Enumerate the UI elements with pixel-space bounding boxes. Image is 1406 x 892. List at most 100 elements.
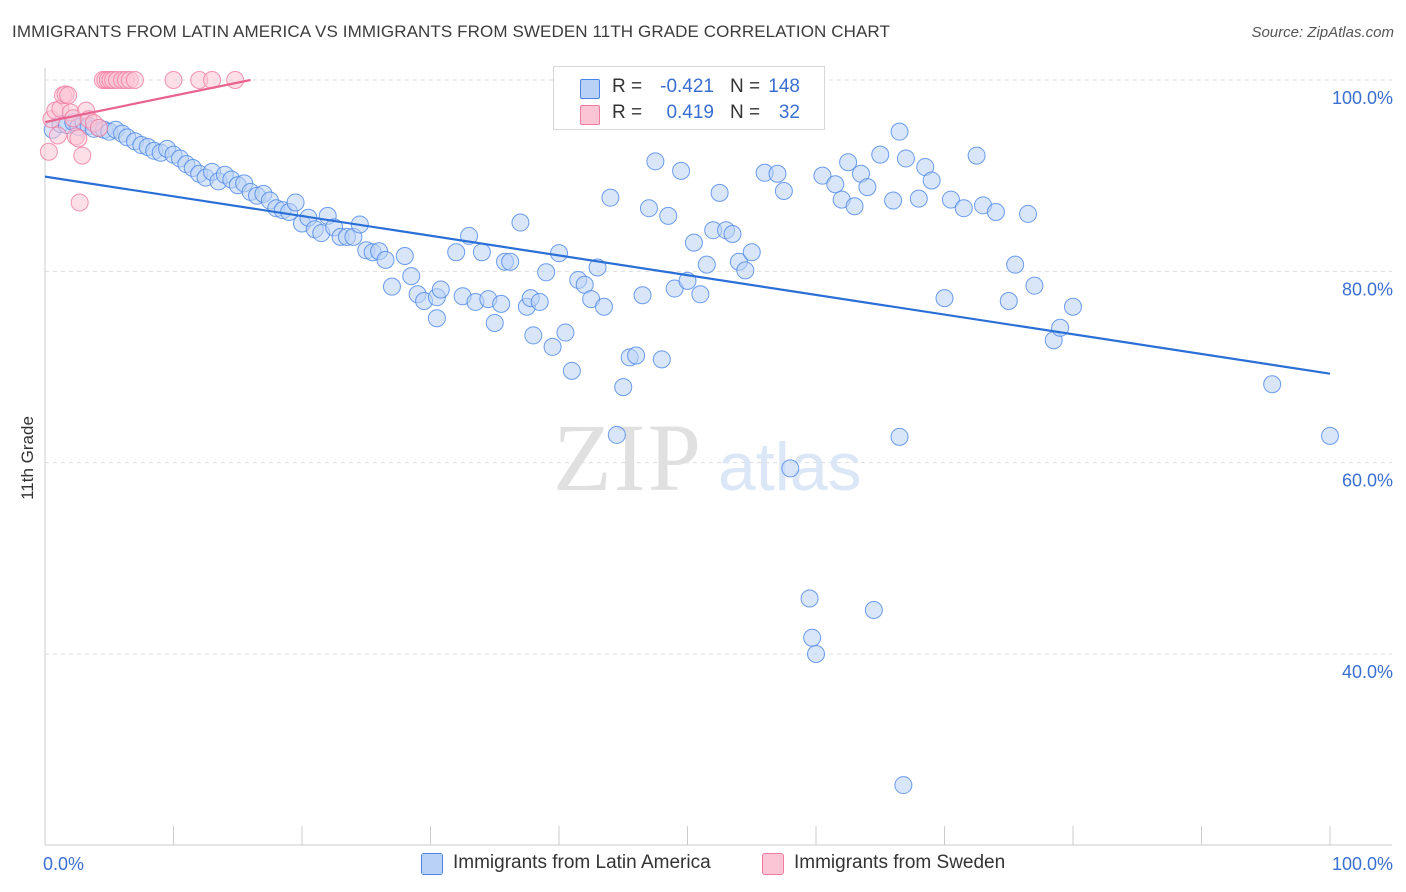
point-latin-america — [884, 191, 903, 210]
trend-line-sweden — [44, 78, 251, 124]
point-latin-america — [954, 199, 973, 218]
point-latin-america — [639, 199, 658, 218]
series-swatch-pink — [762, 853, 784, 875]
y-tick-label: 80.0% — [1342, 279, 1393, 299]
point-latin-america — [1263, 375, 1282, 394]
y-tick-label: 100.0% — [1332, 88, 1393, 108]
point-latin-america — [1006, 255, 1025, 274]
point-sweden — [226, 71, 245, 89]
point-latin-america — [813, 166, 832, 185]
point-latin-america — [999, 291, 1018, 310]
x-tick-label: 100.0% — [1332, 854, 1393, 874]
point-sweden — [70, 193, 89, 212]
point-sweden — [59, 86, 78, 105]
y-tick-label: 40.0% — [1342, 662, 1393, 682]
point-latin-america — [485, 313, 504, 332]
scatter-points — [39, 71, 1339, 795]
chart-title: IMMIGRANTS FROM LATIN AMERICA VS IMMIGRA… — [12, 22, 890, 41]
point-latin-america — [1019, 204, 1038, 223]
series-label: Immigrants from Latin America — [453, 852, 711, 873]
point-latin-america — [1321, 426, 1339, 445]
series-label: Immigrants from Sweden — [794, 852, 1006, 873]
point-latin-america — [768, 164, 787, 183]
watermark-zip: ZIP — [553, 404, 703, 511]
point-sweden — [39, 142, 58, 161]
point-latin-america — [890, 427, 909, 446]
point-latin-america — [710, 183, 729, 202]
gridlines — [45, 79, 1392, 655]
point-latin-america — [501, 252, 520, 271]
point-latin-america — [594, 297, 613, 316]
legend-n-value: 32 — [778, 102, 800, 123]
point-latin-america — [922, 171, 941, 190]
point-latin-america — [871, 145, 890, 164]
legend-n-label: N = — [730, 76, 761, 97]
point-latin-america — [967, 146, 986, 165]
point-latin-america — [890, 122, 909, 141]
point-latin-america — [909, 189, 928, 208]
point-latin-america — [472, 243, 491, 262]
point-latin-america — [395, 247, 414, 266]
point-latin-america — [646, 152, 665, 171]
point-latin-america — [601, 188, 620, 207]
point-latin-america — [1025, 276, 1044, 295]
point-latin-america — [858, 178, 877, 197]
point-latin-america — [684, 233, 703, 252]
axes — [44, 68, 1392, 846]
point-latin-america — [807, 645, 825, 663]
y-axis-title: 11th Grade — [18, 416, 37, 500]
point-sweden — [164, 71, 183, 89]
series-swatch-blue — [421, 853, 443, 875]
legend-swatch-blue — [580, 79, 600, 99]
point-latin-america — [935, 289, 954, 308]
point-latin-america — [803, 628, 822, 647]
trend-lines — [44, 78, 1331, 375]
point-latin-america — [1064, 297, 1082, 316]
point-sweden — [125, 71, 144, 89]
point-latin-america — [697, 255, 716, 274]
point-latin-america — [672, 161, 691, 180]
chart-source: Source: ZipAtlas.com — [1251, 24, 1394, 41]
point-latin-america — [492, 294, 511, 313]
point-sweden — [69, 129, 88, 148]
point-latin-america — [376, 250, 395, 269]
point-sweden — [89, 118, 108, 137]
point-latin-america — [839, 153, 858, 172]
point-latin-america — [543, 337, 562, 356]
legend-swatch-pink — [580, 105, 600, 125]
point-latin-america — [627, 346, 646, 365]
point-latin-america — [447, 243, 466, 262]
point-latin-america — [524, 326, 543, 345]
point-latin-america — [986, 203, 1005, 222]
legend-r-label: R = — [612, 76, 643, 97]
point-latin-america — [781, 459, 800, 478]
legend-r-value: 0.419 — [666, 102, 714, 123]
point-latin-america — [691, 285, 710, 304]
point-sweden — [73, 146, 92, 165]
point-latin-america — [588, 258, 607, 277]
point-latin-america — [550, 244, 568, 263]
y-tick-label: 60.0% — [1342, 471, 1393, 491]
point-latin-america — [864, 600, 883, 619]
point-latin-america — [659, 206, 678, 225]
point-latin-america — [511, 213, 530, 232]
trend-line-latin-america — [44, 175, 1331, 375]
point-latin-america — [742, 243, 761, 262]
point-latin-america — [556, 323, 575, 342]
point-sweden — [48, 126, 67, 145]
point-latin-america — [826, 175, 845, 194]
legend-n-label: N = — [730, 102, 761, 123]
point-latin-america — [614, 378, 633, 397]
point-latin-america — [427, 309, 446, 328]
legend-row-latin-america: R = -0.421 N = 148 — [554, 74, 824, 102]
point-latin-america — [894, 776, 913, 795]
point-latin-america — [382, 277, 401, 296]
point-latin-america — [652, 350, 671, 369]
point-latin-america — [941, 190, 960, 209]
point-latin-america — [896, 149, 915, 168]
point-latin-america — [800, 589, 819, 608]
tick-labels: 100.0% 80.0% 60.0% 40.0% 0.0% 100.0% — [43, 88, 1393, 874]
point-latin-america — [286, 193, 305, 212]
point-latin-america — [537, 263, 556, 282]
